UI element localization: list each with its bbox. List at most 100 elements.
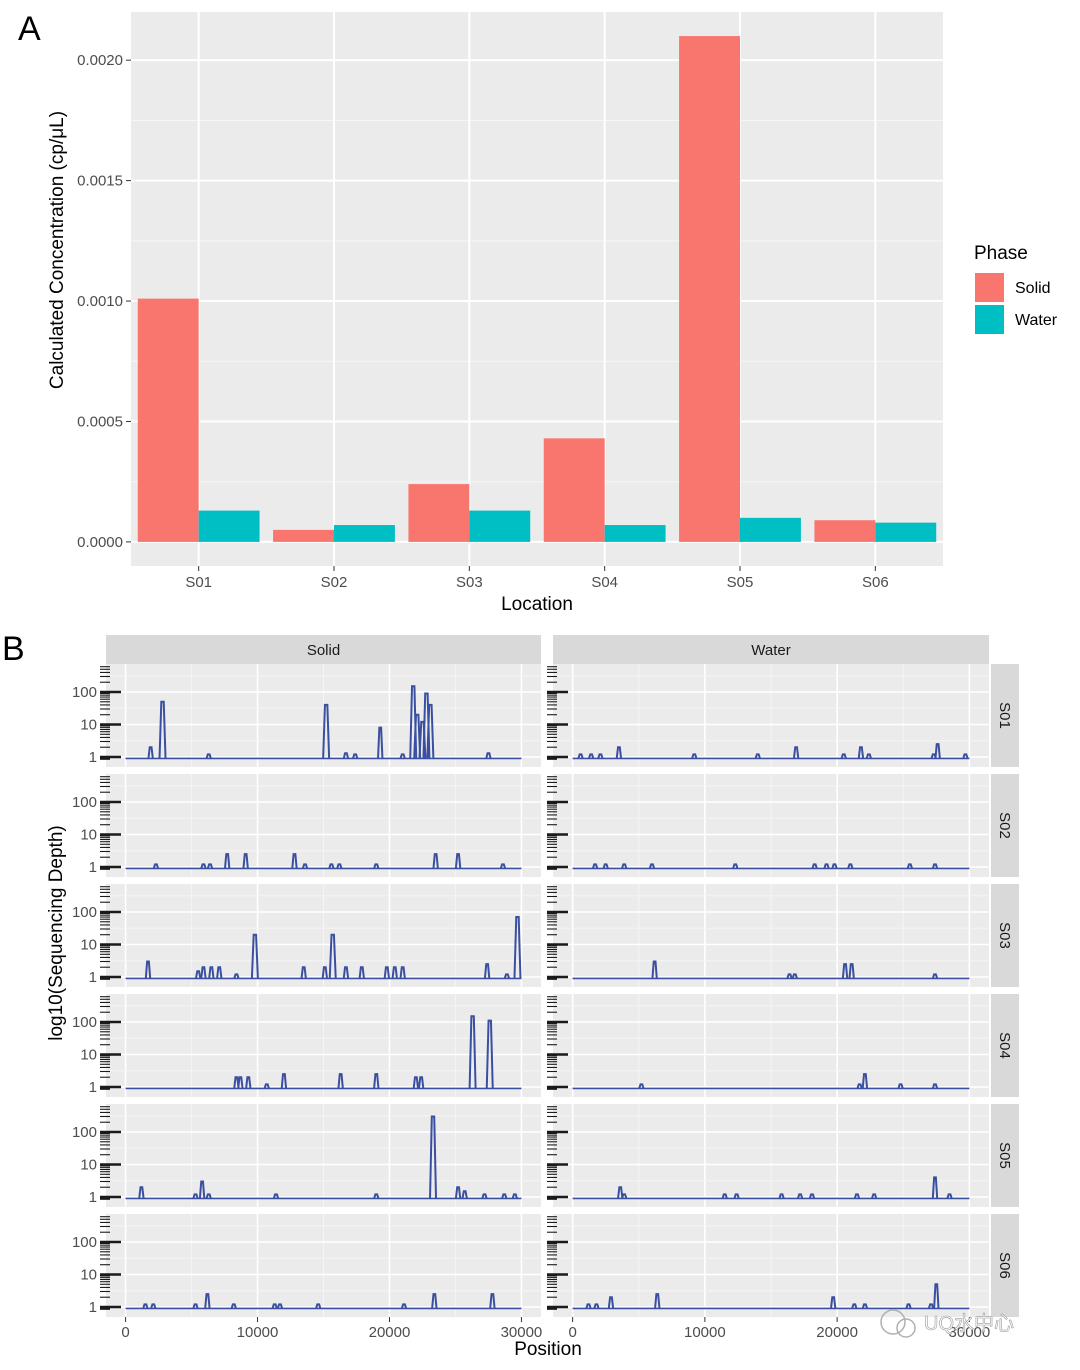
depth-peak xyxy=(152,863,160,869)
depth-peak xyxy=(786,973,793,979)
x-tick-label: S04 xyxy=(591,574,618,591)
depth-peak xyxy=(383,966,391,979)
facet-row-label-s03: S03 xyxy=(996,922,1013,949)
x-tick-label: 30000 xyxy=(949,1324,991,1341)
y-tick-label: 100 xyxy=(72,1124,97,1141)
y-tick-label: 10 xyxy=(80,1157,97,1174)
facet-row-strip-s01 xyxy=(991,664,1019,767)
depth-peak xyxy=(489,1293,496,1309)
depth-peak xyxy=(412,1076,420,1089)
depth-peak xyxy=(840,753,847,759)
bar-solid-s02 xyxy=(273,529,334,542)
depth-peak xyxy=(377,726,384,759)
facet-strip-label-solid: Solid xyxy=(307,642,340,659)
depth-peak xyxy=(796,1193,804,1199)
y-tick-label: 1 xyxy=(89,1189,97,1206)
depth-peak xyxy=(934,743,941,759)
y-axis-title: log10(Sequencing Depth) xyxy=(46,825,67,1041)
legend-label-water: Water xyxy=(1015,312,1058,329)
depth-peak xyxy=(841,963,849,979)
depth-peak xyxy=(431,1293,438,1309)
facet-strip-label-water: Water xyxy=(751,642,790,659)
depth-peak xyxy=(848,963,855,979)
depth-peak xyxy=(857,746,865,759)
depth-peak xyxy=(200,863,207,869)
depth-peak xyxy=(204,1293,211,1309)
depth-peak xyxy=(413,713,422,759)
y-tick-label: 0.0000 xyxy=(77,534,123,551)
depth-peak xyxy=(897,1083,904,1089)
depth-peak xyxy=(315,1303,322,1309)
depth-peak xyxy=(417,1076,425,1089)
depth-peak xyxy=(962,753,969,759)
y-tick-label: 10 xyxy=(80,717,97,734)
depth-peak xyxy=(468,1015,477,1089)
bar-water-s01 xyxy=(198,510,260,542)
depth-peak xyxy=(373,1193,380,1199)
depth-peak xyxy=(791,973,798,979)
facet-row-strip-s02 xyxy=(991,774,1019,877)
depth-peak xyxy=(328,933,337,979)
facet-panel-water-s04 xyxy=(547,994,989,1097)
y-tick-label: 1 xyxy=(89,859,97,876)
depth-peak xyxy=(223,853,231,869)
depth-peak xyxy=(808,1193,816,1199)
depth-peak xyxy=(754,753,761,759)
facet-row-strip-s06 xyxy=(991,1214,1019,1317)
depth-peak xyxy=(194,970,202,979)
y-tick-label: 100 xyxy=(72,1014,97,1031)
panel-b-letter: B xyxy=(2,630,25,668)
depth-peak xyxy=(485,752,492,759)
depth-peak xyxy=(587,753,595,759)
depth-peak xyxy=(322,703,331,759)
depth-peak xyxy=(198,1180,206,1199)
depth-peak xyxy=(321,966,329,979)
bar-chart-panel-a: 0.0000 0.0005 0.0010 0.0015 0.0020 S01 S02 S03 S… xyxy=(47,12,1058,615)
depth-peak xyxy=(373,1073,380,1089)
depth-peak xyxy=(931,973,939,979)
depth-peak xyxy=(206,863,214,869)
depth-peak xyxy=(732,863,739,869)
legend-key-water xyxy=(975,305,1004,334)
x-tick-label: S06 xyxy=(862,574,889,591)
depth-peak xyxy=(931,863,939,869)
depth-peak xyxy=(429,1115,438,1199)
depth-peak xyxy=(291,853,298,869)
depth-peak xyxy=(778,1193,785,1199)
facet-row-strip-s05 xyxy=(991,1104,1019,1207)
depth-peak xyxy=(200,966,207,979)
depth-peak xyxy=(851,1303,858,1309)
y-tick-label: 0.0005 xyxy=(77,413,123,430)
depth-peak xyxy=(654,1293,661,1309)
y-tick-label: 100 xyxy=(72,794,97,811)
bar-solid-s06 xyxy=(814,520,876,542)
depth-peak xyxy=(250,933,259,979)
depth-peak xyxy=(615,746,623,759)
depth-peak xyxy=(861,1303,869,1309)
depth-peak xyxy=(931,1176,939,1199)
depth-peak xyxy=(208,966,215,979)
depth-peak xyxy=(946,1193,953,1199)
panel-a-letter: A xyxy=(18,10,41,48)
plot-background xyxy=(131,12,943,566)
facet-strip-solid xyxy=(106,635,541,664)
depth-peak xyxy=(651,960,658,979)
depth-peak xyxy=(271,1303,278,1309)
depth-peak xyxy=(192,1303,199,1309)
depth-peak xyxy=(150,1303,157,1309)
depth-peak xyxy=(811,863,818,869)
depth-peak xyxy=(607,1296,615,1309)
y-tick-label: 100 xyxy=(72,1234,97,1251)
depth-peak xyxy=(358,966,365,979)
facet-row-strip-s04 xyxy=(991,994,1019,1097)
depth-peak xyxy=(461,1190,468,1199)
x-axis-title: Location xyxy=(501,594,573,615)
depth-peak xyxy=(721,1193,728,1199)
depth-peak xyxy=(861,1073,869,1089)
depth-peak xyxy=(400,1303,408,1309)
depth-peak xyxy=(829,1296,837,1309)
y-tick-label: 1 xyxy=(89,969,97,986)
y-tick-label: 0.0015 xyxy=(77,173,123,190)
facet-panel-solid-s03: 1 10 100 xyxy=(72,884,541,987)
depth-peak xyxy=(602,863,609,869)
